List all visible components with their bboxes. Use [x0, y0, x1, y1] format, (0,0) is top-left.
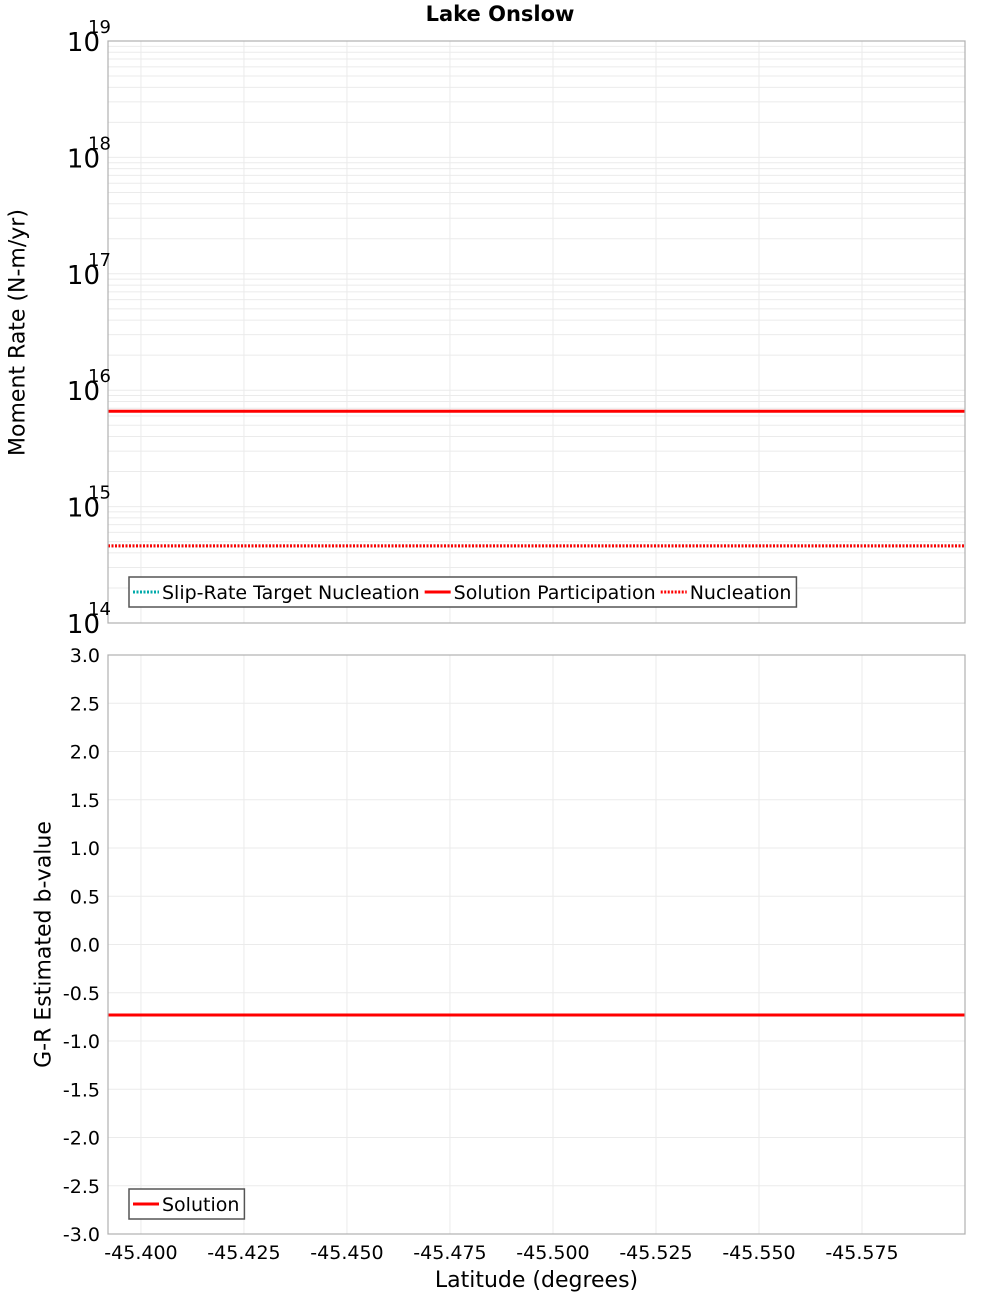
y-tick-exponent: 16 — [88, 366, 111, 387]
y-tick-label: 10 — [67, 610, 100, 640]
legend-label: Nucleation — [690, 582, 792, 604]
y-tick-label: 0.0 — [70, 935, 100, 957]
y-tick-label: 1.0 — [70, 838, 100, 860]
y-tick-label: 2.5 — [70, 693, 100, 715]
y-tick-label: 10 — [67, 377, 100, 407]
x-axis-label: Latitude (degrees) — [434, 1268, 639, 1293]
y-tick-label: -3.0 — [63, 1224, 100, 1246]
y-tick-label: 1.5 — [70, 790, 100, 812]
chart-title: Lake Onslow — [425, 2, 575, 26]
x-tick-label: -45.475 — [413, 1242, 486, 1264]
x-tick-label: -45.575 — [825, 1242, 898, 1264]
plot-area — [108, 41, 965, 623]
legend-label: Slip-Rate Target Nucleation — [162, 582, 420, 604]
x-tick-label: -45.450 — [310, 1242, 383, 1264]
y-tick-label: 10 — [67, 28, 100, 58]
y-tick-label: -2.5 — [63, 1176, 100, 1198]
legend-item: Slip-Rate Target Nucleation — [133, 582, 420, 604]
plot-frame — [107, 40, 966, 624]
y-tick-label: -2.0 — [63, 1128, 100, 1150]
y-tick-label: -0.5 — [63, 983, 100, 1005]
y-tick-label: 10 — [67, 494, 100, 524]
y-tick-exponent: 15 — [88, 483, 111, 504]
legend-box — [128, 576, 798, 608]
x-tick-label: -45.425 — [207, 1242, 280, 1264]
legend-item: Solution — [133, 1194, 239, 1216]
x-tick-label: -45.400 — [104, 1242, 177, 1264]
y-tick-exponent: 19 — [88, 17, 111, 38]
y-tick-exponent: 14 — [88, 599, 111, 620]
y-tick-exponent: 17 — [88, 250, 111, 271]
x-tick-label: -45.525 — [619, 1242, 692, 1264]
y-tick-label: 3.0 — [70, 645, 100, 667]
legend: Solution — [128, 1188, 246, 1220]
x-tick-label: -45.500 — [516, 1242, 589, 1264]
x-tick-label: -45.550 — [722, 1242, 795, 1264]
legend-item: Nucleation — [660, 582, 792, 604]
y-tick-label: 0.5 — [70, 886, 100, 908]
y-tick-label: 2.0 — [70, 742, 100, 764]
y-tick-label: 10 — [67, 261, 100, 291]
plot-frame — [107, 654, 966, 1235]
bottom-panel-b-value: 3.0 2.5 2.0 1.5 1.0 0.5 0.0 -0.5 -1.0 -1.5 -2.0 -2.… — [63, 645, 966, 1264]
legend-item: Solution Participation — [424, 582, 656, 604]
legend-label: Solution — [162, 1194, 239, 1216]
y-tick-label: -1.0 — [63, 1031, 100, 1053]
y-tick-label: 10 — [67, 144, 100, 174]
legend: Slip-Rate Target Nucleation Solution Part… — [128, 576, 798, 608]
y-tick-label: -1.5 — [63, 1079, 100, 1101]
y-tick-exponent: 18 — [88, 133, 111, 154]
legend-label: Solution Participation — [454, 582, 656, 604]
